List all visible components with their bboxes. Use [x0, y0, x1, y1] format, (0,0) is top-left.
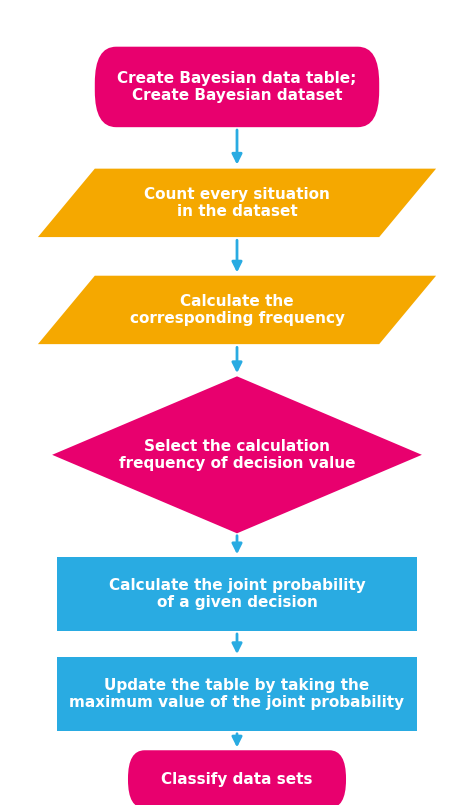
FancyBboxPatch shape	[57, 657, 417, 731]
Text: Select the calculation
frequency of decision value: Select the calculation frequency of deci…	[119, 439, 355, 471]
Polygon shape	[38, 275, 436, 345]
Text: Classify data sets: Classify data sets	[161, 772, 313, 786]
FancyBboxPatch shape	[128, 750, 346, 805]
Text: Calculate the
corresponding frequency: Calculate the corresponding frequency	[129, 294, 345, 326]
FancyBboxPatch shape	[57, 557, 417, 631]
Text: Count every situation
in the dataset: Count every situation in the dataset	[144, 187, 330, 219]
Polygon shape	[38, 169, 436, 237]
Polygon shape	[52, 377, 422, 533]
Text: Update the table by taking the
maximum value of the joint probability: Update the table by taking the maximum v…	[69, 678, 405, 710]
FancyBboxPatch shape	[95, 47, 379, 127]
Text: Calculate the joint probability
of a given decision: Calculate the joint probability of a giv…	[109, 578, 365, 610]
Text: Create Bayesian data table;
Create Bayesian dataset: Create Bayesian data table; Create Bayes…	[117, 71, 357, 103]
